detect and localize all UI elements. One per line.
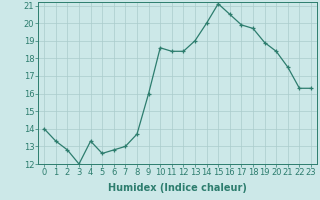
X-axis label: Humidex (Indice chaleur): Humidex (Indice chaleur) — [108, 183, 247, 193]
